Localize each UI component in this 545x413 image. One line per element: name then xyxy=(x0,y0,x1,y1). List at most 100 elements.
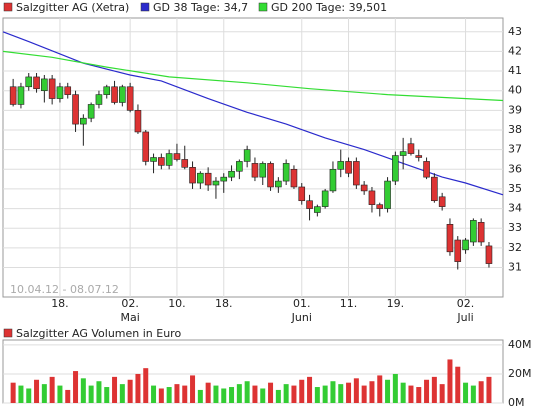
candle-body xyxy=(150,157,157,162)
candle-body xyxy=(173,153,181,160)
volume-bar xyxy=(400,382,406,403)
volume-bar xyxy=(143,368,149,403)
x-tick-label: 02. xyxy=(121,297,139,310)
candle-body xyxy=(306,200,313,209)
candle-body xyxy=(204,172,212,186)
candle-body xyxy=(446,224,454,253)
x-tick-label: 18. xyxy=(215,297,233,310)
volume-bar xyxy=(447,359,453,403)
volume-bar xyxy=(252,385,258,403)
volume-bar xyxy=(424,379,430,403)
candle-body xyxy=(267,163,274,188)
y-tick-label: 39 xyxy=(508,103,522,116)
candle-body xyxy=(314,206,321,213)
volume-bar xyxy=(221,388,227,403)
y-tick-label: 42 xyxy=(508,44,522,57)
volume-bar xyxy=(57,385,63,403)
volume-bar xyxy=(213,385,219,403)
moving-average xyxy=(2,31,504,196)
candle-body xyxy=(368,190,376,205)
plot-frame xyxy=(2,17,504,298)
y-tick-label: 32 xyxy=(508,241,522,254)
candle-body xyxy=(360,184,368,192)
candle-body xyxy=(251,163,259,178)
candle-body xyxy=(337,161,345,170)
volume-bar xyxy=(408,385,414,403)
volume-bar xyxy=(322,385,328,403)
volume-bar xyxy=(73,371,79,403)
legend-swatch xyxy=(140,2,150,12)
candle-body xyxy=(158,157,165,166)
volume-bar xyxy=(283,384,289,403)
volume-bar xyxy=(330,381,336,403)
volume-bar xyxy=(127,379,133,403)
y-tick-label: 36 xyxy=(508,162,522,175)
candle-body xyxy=(298,186,306,202)
moving-average xyxy=(2,50,504,102)
volume-bar xyxy=(49,376,55,403)
volume-bar xyxy=(18,385,24,403)
volume-bar xyxy=(229,387,235,403)
candle-body xyxy=(415,155,423,158)
volume-bar xyxy=(236,384,242,403)
x-tick-label: 02. xyxy=(457,297,475,310)
volume-bar xyxy=(34,379,40,403)
candle-body xyxy=(392,155,399,182)
candle-body xyxy=(345,161,352,174)
candle-body xyxy=(212,180,220,186)
volume-bar xyxy=(88,385,94,403)
candle-body xyxy=(134,110,142,133)
volume-bar xyxy=(463,382,469,403)
volume-bar xyxy=(268,382,274,403)
legend-swatch xyxy=(3,328,13,338)
volume-bar xyxy=(369,381,375,403)
candle-body xyxy=(243,149,251,162)
candle-body xyxy=(454,239,462,262)
y-tick-label: 35 xyxy=(508,182,522,195)
volume-bar xyxy=(26,388,32,403)
volume-bar xyxy=(119,384,125,403)
date-range: 10.04.12 - 08.07.12 xyxy=(10,283,119,296)
candle-body xyxy=(236,161,243,172)
candle-body xyxy=(87,104,95,119)
month-label: Mai xyxy=(120,311,139,324)
volume-bar xyxy=(96,381,102,403)
candle-body xyxy=(259,163,267,178)
legend-label: GD 38 Tage: 34,7 xyxy=(153,1,248,14)
y-tick-label: 37 xyxy=(508,143,522,156)
volume-bar xyxy=(158,388,164,403)
candle-body xyxy=(80,117,87,125)
volume-title: Salzgitter AG Volumen in Euro xyxy=(16,327,181,340)
volume-bar xyxy=(385,379,391,403)
candle-body xyxy=(220,176,228,182)
x-tick-label: 11. xyxy=(340,297,358,310)
candle-body xyxy=(72,94,79,125)
candle-body xyxy=(228,170,235,178)
legend-label: GD 200 Tage: 39,501 xyxy=(271,1,387,14)
y-tick-label: 43 xyxy=(508,25,522,38)
candle-body xyxy=(9,86,17,105)
y-tick-label: 20M xyxy=(508,367,532,380)
volume-bar xyxy=(112,376,118,403)
candle-body xyxy=(399,151,407,156)
volume-bar xyxy=(361,385,367,403)
x-tick-label: 10. xyxy=(168,297,186,310)
candle-body xyxy=(321,190,329,207)
candle-body xyxy=(407,143,415,154)
volume-bar xyxy=(486,376,492,403)
candle-body xyxy=(33,76,40,90)
volume-bar xyxy=(346,382,352,403)
candle-body xyxy=(95,94,103,105)
y-tick-label: 40M xyxy=(508,338,532,351)
volume-bar xyxy=(338,384,344,403)
y-tick-label: 38 xyxy=(508,123,522,136)
x-tick-label: 01. xyxy=(293,297,311,310)
candle-body xyxy=(431,176,438,202)
y-tick-label: 31 xyxy=(508,261,522,274)
legend-swatch xyxy=(258,2,268,12)
candle-body xyxy=(353,161,360,186)
y-tick-label: 34 xyxy=(508,202,522,215)
volume-bar xyxy=(307,376,313,403)
volume-bar xyxy=(166,387,172,403)
